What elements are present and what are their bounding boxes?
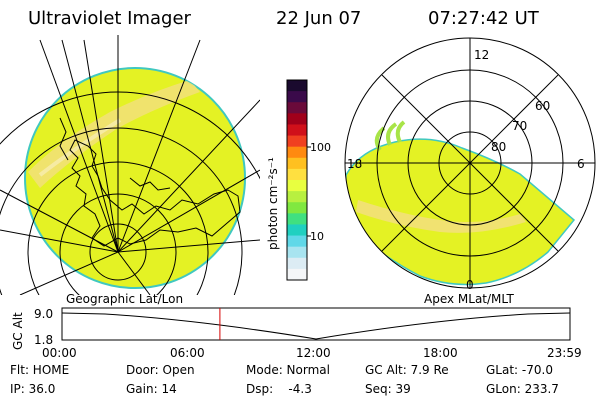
altitude-plot <box>61 307 571 341</box>
colorbar-swatch <box>287 257 307 270</box>
polar-grid <box>344 37 596 289</box>
colorbar-swatch <box>287 113 307 125</box>
altitude-ytick-low: 1.8 <box>34 333 53 347</box>
status-gc-alt: GC Alt: 7.9 Re <box>365 363 449 377</box>
altitude-ylabel: GC Alt <box>11 312 25 350</box>
colorbar-swatch <box>287 191 307 203</box>
status-door: Door: Open <box>126 363 195 377</box>
colorbar-swatch <box>287 102 307 114</box>
mlt-label-18: 18 <box>347 157 362 171</box>
altitude-xtick-1200: 12:00 <box>296 346 331 360</box>
altitude-ytick-high: 9.0 <box>34 307 53 321</box>
colorbar <box>286 79 311 281</box>
colorbar-swatch <box>287 91 307 103</box>
colorbar-swatch <box>287 268 307 281</box>
status-dsp: Dsp: -4.3 <box>246 382 312 396</box>
geographic-image <box>0 35 260 295</box>
mlt-label-6: 6 <box>577 157 585 171</box>
colorbar-swatch <box>287 224 307 237</box>
colorbar-swatch <box>287 80 307 92</box>
date-label: 22 Jun 07 <box>276 8 361 29</box>
colorbar-swatch <box>287 146 307 159</box>
colorbar-swatch <box>287 168 307 181</box>
status-glat: GLat: -70.0 <box>486 363 553 377</box>
altitude-xtick-0600: 06:00 <box>170 346 205 360</box>
altitude-plot-frame <box>61 307 571 341</box>
mlat-label-70: 70 <box>512 119 527 133</box>
status-ip: IP: 36.0 <box>10 382 55 396</box>
mlt-label-0: 0 <box>466 278 474 292</box>
colorbar-swatch <box>287 135 307 148</box>
time-label: 07:27:42 UT <box>428 8 540 29</box>
colorbar-swatch <box>287 124 307 137</box>
colorbar-frame <box>286 79 308 281</box>
mlt-label-12: 12 <box>474 48 489 62</box>
status-filter: Flt: HOME <box>10 363 69 377</box>
altitude-curve <box>61 312 571 340</box>
polar-aurora <box>345 120 576 286</box>
status-mode: Mode: Normal <box>246 363 330 377</box>
colorbar-swatch <box>287 213 307 225</box>
geo-coastlines <box>59 117 241 247</box>
status-gain: Gain: 14 <box>126 382 177 396</box>
geo-disk <box>24 67 246 289</box>
instrument-title: Ultraviolet Imager <box>28 8 192 29</box>
colorbar-unit-label: photon cm⁻²s⁻¹ <box>266 157 280 250</box>
colorbar-swatch <box>287 157 307 170</box>
geo-panel-label: Geographic Lat/Lon <box>66 292 183 306</box>
mlat-label-80: 80 <box>491 140 506 154</box>
colorbar-swatch <box>287 246 307 259</box>
altitude-xtick-2359: 23:59 <box>547 346 582 360</box>
colorbar-swatch <box>287 235 307 248</box>
status-glon: GLon: 233.7 <box>486 382 559 396</box>
colorbar-swatch <box>287 202 307 214</box>
colorbar-tick-10: 10 <box>310 230 324 243</box>
altitude-xtick-1800: 18:00 <box>423 346 458 360</box>
status-seq: Seq: 39 <box>365 382 411 396</box>
colorbar-tick-100: 100 <box>310 141 331 154</box>
mlat-label-60: 60 <box>535 99 550 113</box>
polar-panel-label: Apex MLat/MLT <box>424 292 514 306</box>
geo-grid <box>0 35 260 295</box>
geo-aurora-band <box>28 80 200 188</box>
colorbar-swatch <box>287 180 307 192</box>
altitude-xtick-0000: 00:00 <box>42 346 77 360</box>
status-panel: Flt: HOME Door: Open Mode: Normal GC Alt… <box>10 363 559 396</box>
polar-image <box>344 37 596 289</box>
